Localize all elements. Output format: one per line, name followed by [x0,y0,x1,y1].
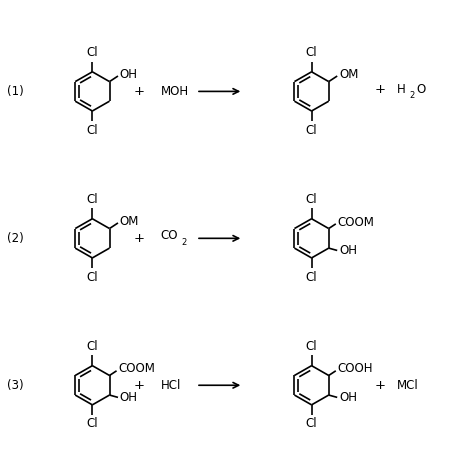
Text: OH: OH [119,391,138,404]
Text: Cl: Cl [86,270,98,284]
Text: COOM: COOM [337,216,373,228]
Text: Cl: Cl [86,340,98,353]
Text: COOH: COOH [337,362,372,375]
Text: Cl: Cl [305,417,317,430]
Text: Cl: Cl [305,193,317,206]
Text: MOH: MOH [160,85,188,98]
Text: H: H [396,83,404,95]
Text: Cl: Cl [305,46,317,59]
Text: Cl: Cl [86,46,98,59]
Text: COOM: COOM [118,362,155,375]
Text: +: + [134,85,145,98]
Text: 2: 2 [408,91,414,100]
Text: OM: OM [119,215,139,228]
Text: Cl: Cl [86,124,98,136]
Text: Cl: Cl [86,417,98,430]
Text: HCl: HCl [160,379,181,392]
Text: (3): (3) [8,379,24,392]
Text: +: + [374,83,385,95]
Text: (2): (2) [8,232,24,245]
Text: (1): (1) [8,85,24,98]
Text: +: + [134,379,145,392]
Text: O: O [416,83,425,95]
Text: OH: OH [338,244,357,257]
Text: Cl: Cl [305,270,317,284]
Text: OM: OM [338,68,358,81]
Text: +: + [134,232,145,245]
Text: MCl: MCl [396,379,417,392]
Text: Cl: Cl [305,340,317,353]
Text: Cl: Cl [86,193,98,206]
Text: Cl: Cl [305,124,317,136]
Text: OH: OH [338,391,357,404]
Text: 2: 2 [181,237,186,246]
Text: CO: CO [160,229,178,243]
Text: +: + [374,379,385,392]
Text: OH: OH [119,68,138,81]
